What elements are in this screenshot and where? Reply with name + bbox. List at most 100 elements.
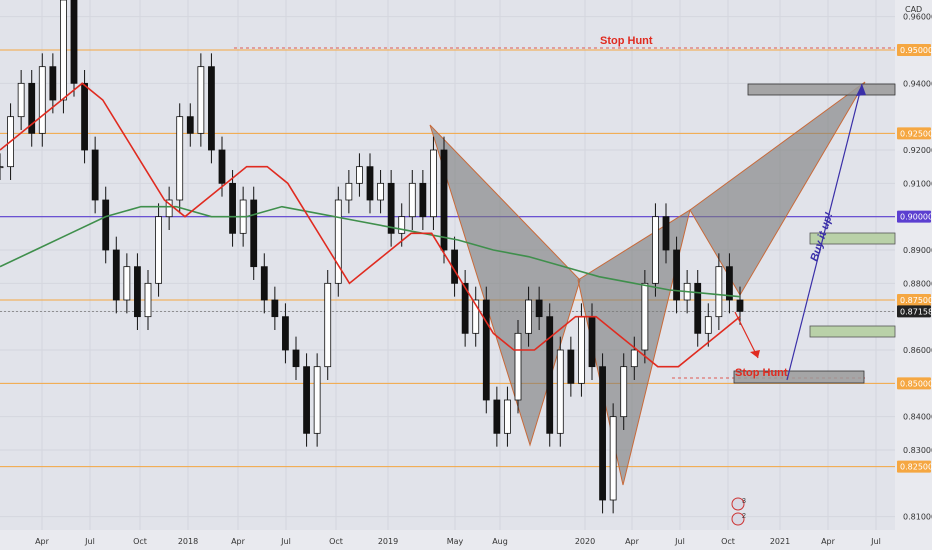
x-tick-label: 2018: [178, 537, 198, 546]
candle-body: [123, 266, 131, 301]
candle-body: [514, 332, 522, 401]
moving-average-red: [0, 82, 741, 368]
arrow-head: [750, 350, 760, 358]
arrows: [734, 83, 866, 381]
candle-body: [165, 199, 173, 218]
candle-body: [662, 216, 670, 251]
candle-body: [588, 316, 596, 368]
candle-body: [704, 316, 712, 334]
badge-count-1: 3: [742, 498, 746, 505]
price-tag: [897, 127, 931, 140]
candle-body: [482, 299, 490, 401]
y-tick-label: 0.87500: [900, 296, 932, 305]
candle-body: [504, 399, 511, 434]
up-arrow: [786, 83, 863, 381]
candle-body: [726, 266, 733, 301]
moving-average-green: [0, 205, 741, 298]
badge-count-2: 2: [742, 513, 746, 520]
candle-body: [49, 66, 57, 101]
stop-hunt-top-label: Stop Hunt: [600, 35, 653, 47]
candle-body: [303, 366, 310, 434]
zones: [733, 83, 896, 384]
pattern-triangle: [689, 81, 866, 296]
x-tick-label: Oct: [133, 537, 147, 546]
time-axis[interactable]: [0, 530, 895, 550]
candle-body: [218, 149, 226, 184]
x-tick-label: Jul: [84, 537, 95, 546]
x-tick-label: 2020: [575, 537, 595, 546]
candle-body: [652, 216, 659, 284]
price-tag: [897, 44, 931, 56]
candle-body: [736, 299, 744, 312]
pattern-triangle: [429, 124, 581, 447]
candle-body: [155, 216, 162, 284]
price-tag: [897, 210, 931, 223]
x-tick-label: Aug: [492, 537, 508, 546]
x-tick-label: Apr: [35, 537, 50, 546]
arrow-head: [856, 84, 866, 96]
x-tick-label: 2019: [378, 537, 398, 546]
stop-hunt-bottom-label: Stop Hunt: [735, 367, 788, 379]
candle-body: [525, 299, 532, 334]
candle-body: [398, 216, 406, 234]
price-tag: [897, 294, 931, 306]
candle-body: [356, 166, 363, 184]
y-tick-label: 0.85000: [900, 379, 932, 388]
x-tick-label: Apr: [625, 537, 640, 546]
candle-body: [0, 166, 4, 169]
candle-body: [472, 299, 480, 334]
candle-body: [419, 182, 427, 218]
candle-body: [38, 66, 46, 134]
candle-body: [208, 66, 215, 151]
candle-body: [28, 82, 36, 134]
x-axis-ticks: Apr Jul Oct 2018 Apr Jul Oct 2019 May Aug 2020 Apr J…: [35, 537, 881, 546]
support-zone: [809, 232, 896, 245]
event-badges[interactable]: 3 2: [731, 497, 746, 526]
flag-icon[interactable]: [731, 497, 745, 511]
candle-body: [630, 349, 638, 368]
demand-zone: [733, 370, 865, 384]
candle-body: [112, 249, 120, 301]
candle-body: [578, 316, 585, 384]
candle-body: [81, 82, 88, 151]
candle-body: [567, 349, 575, 384]
candle-body: [324, 282, 332, 368]
x-tick-label: Jul: [674, 537, 685, 546]
candle-body: [91, 149, 99, 201]
price-tag: [897, 377, 931, 390]
candle-body: [620, 366, 628, 418]
candle-body: [546, 316, 554, 434]
price-tag: [897, 305, 931, 318]
candle-body: [229, 182, 236, 234]
candle-body: [461, 282, 469, 334]
price-axis[interactable]: [895, 0, 932, 550]
candle-body: [641, 282, 649, 351]
candle-body: [260, 266, 268, 301]
candle-body: [102, 199, 110, 251]
candle-body: [408, 182, 416, 218]
y-tick-label: 0.82500: [900, 463, 932, 472]
support-zone: [809, 325, 896, 338]
candle-body: [609, 416, 617, 501]
down-arrow: [734, 311, 759, 359]
flag-icon[interactable]: [731, 512, 745, 526]
x-tick-label: Oct: [721, 537, 735, 546]
candle-body: [599, 366, 606, 501]
candle-body: [493, 399, 501, 434]
candle-body: [535, 299, 543, 318]
candle-body: [282, 316, 289, 351]
candle-body: [366, 166, 374, 201]
x-tick-label: Oct: [329, 537, 343, 546]
candle-body: [715, 266, 723, 318]
x-tick-label: Apr: [231, 537, 246, 546]
y-tick-label: 0.95000: [900, 46, 932, 55]
candle-body: [250, 199, 258, 268]
